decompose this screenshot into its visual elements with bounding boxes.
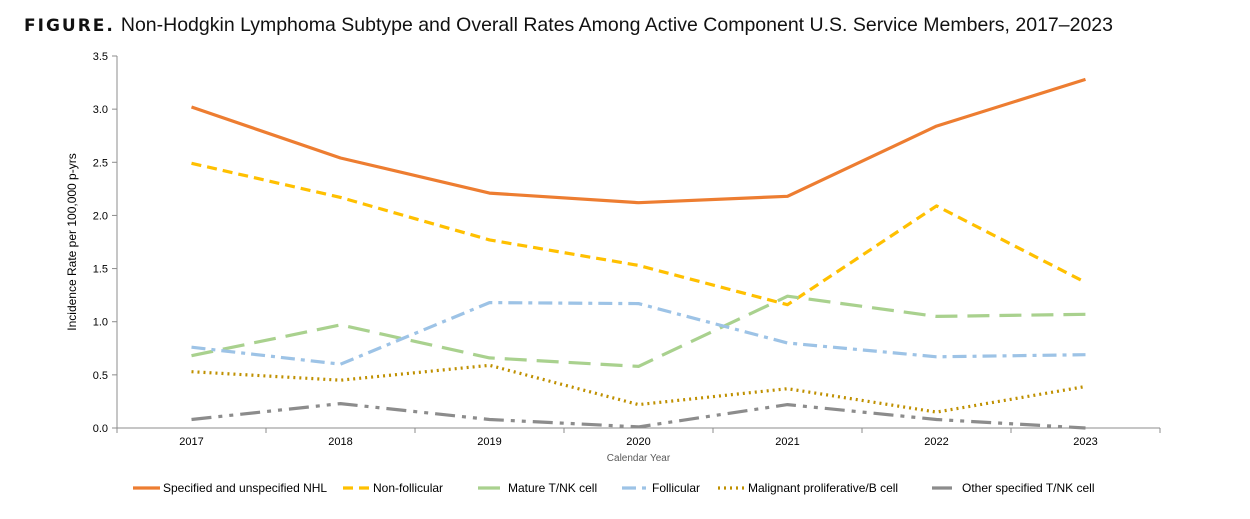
- x-tick-label: 2017: [179, 436, 203, 448]
- legend-label: Other specified T/NK cell: [962, 481, 1095, 495]
- x-tick-label: 2023: [1073, 436, 1097, 448]
- y-tick-label: 3.5: [93, 51, 108, 63]
- x-tick-label: 2021: [775, 436, 799, 448]
- series-line: [191, 402, 1086, 430]
- x-tick-label: 2019: [477, 436, 501, 448]
- legend-label: Malignant proliferative/B cell: [748, 481, 898, 495]
- chart-title: Non-Hodgkin Lymphoma Subtype and Overall…: [120, 14, 1113, 36]
- chart-series: [190, 77, 1087, 430]
- legend-label: Follicular: [652, 481, 700, 495]
- legend-label: Non-follicular: [373, 481, 443, 495]
- x-tick-label: 2022: [924, 436, 948, 448]
- y-tick-label: 2.0: [93, 210, 108, 222]
- y-tick-label: 1.5: [93, 264, 108, 276]
- series-line: [190, 77, 1086, 205]
- y-tick-label: 0.0: [93, 423, 108, 435]
- y-axis-label: Incidence Rate per 100,000 p-yrs: [65, 153, 79, 330]
- figure-label: FIGURE.: [24, 16, 115, 36]
- series-line: [191, 294, 1086, 368]
- chart-legend: Specified and unspecified NHL Non-follicu…: [133, 481, 1095, 495]
- legend-label: Specified and unspecified NHL: [163, 481, 327, 495]
- series-line: [191, 161, 1087, 307]
- series-line: [191, 301, 1086, 366]
- y-tick-label: 2.5: [93, 157, 108, 169]
- x-tick-label: 2018: [328, 436, 352, 448]
- y-tick-label: 1.0: [93, 317, 108, 329]
- legend-label: Mature T/NK cell: [508, 481, 597, 495]
- figure-title: FIGURE. Non-Hodgkin Lymphoma Subtype and …: [24, 14, 1113, 37]
- chart-axes: 0.0 0.5 1.0 1.5 2.0 2.5 3.0 3.5 2017 2018 2019 2020…: [93, 51, 1161, 448]
- y-tick-label: 0.5: [93, 370, 108, 382]
- x-tick-label: 2020: [626, 436, 650, 448]
- x-axis-label: Calendar Year: [607, 453, 671, 464]
- series-line: [191, 363, 1086, 414]
- y-tick-label: 3.0: [93, 104, 108, 116]
